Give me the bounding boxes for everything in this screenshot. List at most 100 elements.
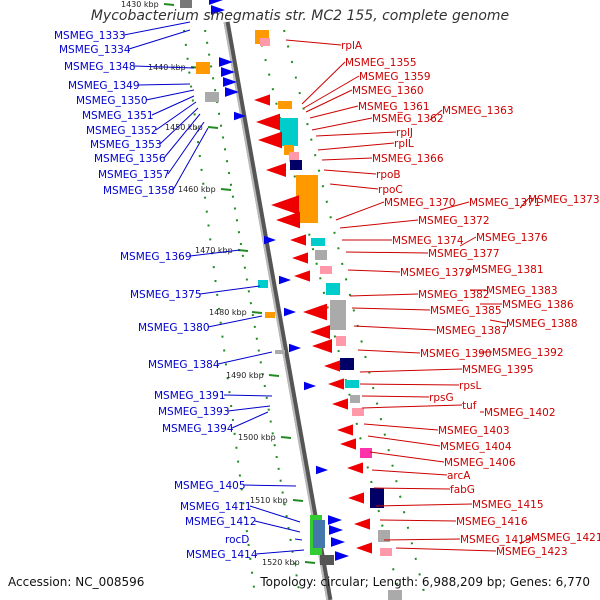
gene-label-right[interactable]: MSMEG_1415 (472, 499, 544, 511)
gene-label-right[interactable]: MSMEG_1362 (372, 113, 444, 125)
cds-feature (330, 300, 346, 330)
gene-label-right[interactable]: MSMEG_1385 (430, 305, 502, 317)
right-label-leader (361, 404, 463, 409)
gene-label-right[interactable]: MSMEG_1379 (400, 267, 472, 279)
gene-label-right[interactable]: fabG (450, 484, 475, 496)
gene-label-right[interactable]: rpsL (459, 380, 481, 392)
forward-gene-arrow (264, 235, 276, 245)
right-label-leader (309, 105, 359, 119)
forward-gene-arrow (304, 381, 316, 391)
gene-label-left[interactable]: MSMEG_1353 (90, 139, 162, 151)
gene-label-left[interactable]: MSMEG_1412 (185, 516, 257, 528)
gene-label-right[interactable]: MSMEG_1360 (352, 85, 424, 97)
gene-label-right[interactable]: tuf (462, 400, 477, 412)
gene-label-left[interactable]: MSMEG_1394 (162, 423, 234, 435)
cds-feature (378, 530, 390, 542)
forward-gene-arrow (219, 57, 233, 67)
cds-feature (260, 38, 270, 46)
gene-label-right[interactable]: MSMEG_1388 (506, 318, 578, 330)
reverse-gene-arrow (292, 252, 308, 264)
gene-label-right[interactable]: rpsG (429, 392, 454, 404)
forward-gene-arrow (211, 5, 225, 15)
right-label-leader (439, 201, 470, 211)
left-label-leader (151, 95, 195, 116)
gene-label-left[interactable]: MSMEG_1405 (174, 480, 246, 492)
gene-label-left[interactable]: MSMEG_1391 (154, 390, 226, 402)
gene-label-left[interactable]: MSMEG_1334 (59, 44, 131, 56)
gene-label-right[interactable]: MSMEG_1371 (469, 197, 541, 209)
forward-gene-arrow (289, 343, 301, 353)
gene-label-right[interactable]: rpoC (378, 184, 403, 196)
gene-label-right[interactable]: arcA (447, 470, 471, 482)
right-label-leader (329, 183, 379, 190)
reverse-gene-arrow (266, 163, 286, 177)
gene-label-right[interactable]: MSMEG_1423 (496, 546, 568, 558)
gene-label-right[interactable]: MSMEG_1392 (492, 347, 564, 359)
forward-gene-arrow (316, 465, 328, 475)
gene-label-right[interactable]: rplA (341, 40, 363, 52)
gene-label-left[interactable]: MSMEG_1411 (180, 501, 252, 513)
cds-feature (278, 101, 292, 109)
gene-label-right[interactable]: MSMEG_1363 (442, 105, 514, 117)
right-label-leader (359, 368, 463, 373)
gene-label-right[interactable]: MSMEG_1359 (359, 71, 431, 83)
gene-label-right[interactable]: MSMEG_1355 (345, 57, 417, 69)
gene-label-right[interactable]: MSMEG_1403 (438, 425, 510, 437)
gene-label-right[interactable]: MSMEG_1395 (462, 364, 534, 376)
right-label-leader (351, 307, 431, 311)
gene-label-right[interactable]: rpoB (376, 169, 401, 181)
gene-label-right[interactable]: MSMEG_1386 (502, 299, 574, 311)
reverse-gene-arrow (337, 424, 353, 436)
gene-label-left[interactable]: MSMEG_1351 (82, 110, 154, 122)
scale-tick-label: 1500 kbp (238, 433, 276, 442)
gene-label-left[interactable]: MSMEG_1333 (54, 30, 126, 42)
gene-label-right[interactable]: MSMEG_1419 (460, 534, 532, 546)
gene-label-right[interactable]: MSMEG_1377 (428, 248, 500, 260)
gene-label-right[interactable]: MSMEG_1382 (418, 289, 490, 301)
gene-label-left[interactable]: MSMEG_1414 (186, 549, 258, 561)
gene-label-left[interactable]: MSMEG_1393 (158, 406, 230, 418)
gene-label-right[interactable]: MSMEG_1370 (384, 197, 456, 209)
gene-label-left[interactable]: MSMEG_1350 (76, 95, 148, 107)
gene-label-right[interactable]: MSMEG_1361 (358, 101, 430, 113)
gene-label-right[interactable]: rplL (394, 138, 414, 150)
gene-label-right[interactable]: MSMEG_1416 (456, 516, 528, 528)
gene-label-left[interactable]: MSMEG_1384 (148, 359, 220, 371)
gene-label-left[interactable]: MSMEG_1356 (94, 153, 166, 165)
gene-label-left[interactable]: MSMEG_1349 (68, 80, 140, 92)
gene-label-left[interactable]: MSMEG_1358 (103, 185, 175, 197)
gene-label-left[interactable]: MSMEG_1348 (64, 61, 136, 73)
gene-label-right[interactable]: MSMEG_1373 (528, 194, 600, 206)
right-label-leader (349, 293, 419, 297)
gene-label-right[interactable]: rplJ (396, 127, 413, 139)
left-label-leader (167, 121, 205, 175)
gene-label-right[interactable]: MSMEG_1421 (531, 532, 600, 544)
gene-label-right[interactable]: MSMEG_1366 (372, 153, 444, 165)
gene-label-right[interactable]: MSMEG_1381 (472, 264, 544, 276)
left-label-leader (155, 101, 197, 131)
gene-label-left[interactable]: MSMEG_1380 (138, 322, 210, 334)
gene-label-left[interactable]: MSMEG_1369 (120, 251, 192, 263)
gene-label-right[interactable]: MSMEG_1374 (392, 235, 464, 247)
cds-feature (345, 380, 359, 388)
gene-label-left[interactable]: MSMEG_1357 (98, 169, 170, 181)
left-label-leader (223, 394, 273, 397)
gene-label-right[interactable]: MSMEG_1383 (486, 285, 558, 297)
cds-feature (315, 250, 327, 260)
gene-label-left[interactable]: MSMEG_1352 (86, 125, 158, 137)
gene-label-right[interactable]: MSMEG_1372 (418, 215, 490, 227)
gene-label-right[interactable]: MSMEG_1390 (420, 348, 492, 360)
cds-feature (336, 336, 346, 346)
gene-label-left[interactable]: MSMEG_1375 (130, 289, 202, 301)
left-label-leader (128, 29, 191, 50)
gene-label-right[interactable]: MSMEG_1376 (476, 232, 548, 244)
gene-label-right[interactable]: MSMEG_1406 (444, 457, 516, 469)
gene-label-right[interactable]: MSMEG_1404 (440, 441, 512, 453)
gene-label-left[interactable]: rocD (225, 534, 249, 546)
right-label-leader (323, 169, 377, 175)
gene-label-right[interactable]: MSMEG_1387 (436, 325, 508, 337)
forward-gene-arrow (284, 307, 296, 317)
forward-gene-arrow (279, 275, 291, 285)
gene-label-right[interactable]: MSMEG_1402 (484, 407, 556, 419)
left-label-leader (189, 249, 241, 257)
